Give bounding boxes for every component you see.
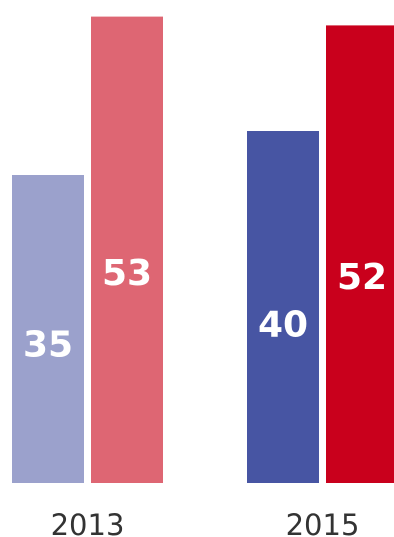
value-labels-layer: 35 53 40 52 xyxy=(23,253,387,365)
category-labels-layer: 2013 2015 xyxy=(51,508,360,537)
value-label-2013-series-1: 35 xyxy=(23,324,73,365)
category-label-2015: 2015 xyxy=(286,508,360,537)
bars-layer xyxy=(12,16,394,484)
bar-2013-series-1 xyxy=(12,175,84,483)
bar-2015-series-2 xyxy=(326,25,394,484)
value-label-2015-series-2: 52 xyxy=(337,257,387,298)
bar-2015-series-1 xyxy=(247,131,319,483)
value-label-2013-series-2: 53 xyxy=(102,253,152,294)
bar-2013-series-2 xyxy=(91,16,163,483)
category-label-2013: 2013 xyxy=(51,508,125,537)
value-label-2015-series-1: 40 xyxy=(258,305,308,346)
